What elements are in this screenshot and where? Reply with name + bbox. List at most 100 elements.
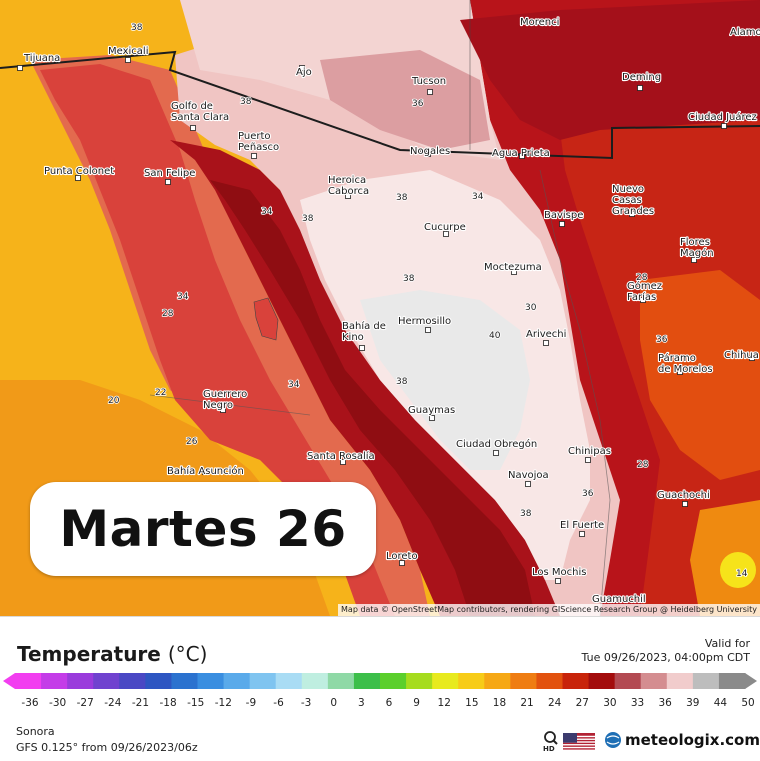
colorbar-cell xyxy=(615,673,642,689)
city-marker[interactable]: Chihua xyxy=(724,350,759,361)
legend-unit: (°C) xyxy=(168,642,208,666)
city-label: Loreto xyxy=(386,551,418,562)
meteologix-logo[interactable]: meteologix.com xyxy=(604,730,760,750)
city-dot xyxy=(494,451,499,456)
city-marker[interactable]: Agua Prieta xyxy=(492,148,550,159)
colorbar-tick-label: 50 xyxy=(741,697,754,709)
contour-value-label: 34 xyxy=(472,192,484,202)
contour-value-label: 38 xyxy=(520,509,532,519)
svg-text:HD: HD xyxy=(543,745,555,752)
city-marker[interactable]: Bahía Asunción xyxy=(167,465,244,477)
city-label: Guachochi xyxy=(657,490,710,501)
colorbar-tick-label: -15 xyxy=(187,697,204,709)
colorbar-cell xyxy=(67,673,94,689)
colorbar-cell xyxy=(536,673,563,689)
city-label: Tucson xyxy=(411,76,446,87)
city-dot xyxy=(18,66,23,71)
city-marker[interactable]: Moctezuma xyxy=(484,262,542,275)
city-label: Agua Prieta xyxy=(492,148,550,159)
colorbar-tick-label: -27 xyxy=(77,697,94,709)
colorbar-tick-label: -9 xyxy=(246,697,256,709)
colorbar-cell xyxy=(15,673,42,689)
colorbar-cell xyxy=(302,673,329,689)
city-dot xyxy=(428,90,433,95)
colorbar-cell xyxy=(719,673,746,689)
city-dot xyxy=(526,482,531,487)
valid-time: Tue 09/26/2023, 04:00pm CDT xyxy=(582,651,750,664)
colorbar-tick-label: -12 xyxy=(215,697,232,709)
city-dot xyxy=(166,180,171,185)
colorbar-cell xyxy=(276,673,303,689)
colorbar-tick-label: 15 xyxy=(465,697,478,709)
colorbar-cell xyxy=(693,673,720,689)
colorbar-tick-label: 39 xyxy=(686,697,699,709)
colorbar-tick-label: 36 xyxy=(658,697,671,709)
colorbar-tick-label: -36 xyxy=(21,697,38,709)
city-dot xyxy=(544,341,549,346)
search-hd-icon[interactable]: HD xyxy=(541,730,559,752)
globe-icon xyxy=(604,731,622,749)
contour-value-label: 36 xyxy=(582,489,594,499)
colorbar-cell xyxy=(641,673,668,689)
city-label: Hermosillo xyxy=(398,316,451,327)
colorbar-tick-label: 12 xyxy=(438,697,451,709)
contour-value-label: 28 xyxy=(162,309,174,319)
colorbar-tick-label: 9 xyxy=(413,697,420,709)
colorbar-tick-label: -30 xyxy=(49,697,66,709)
city-dot xyxy=(360,346,365,351)
colorbar-tick-label: 27 xyxy=(576,697,589,709)
contour-value-label: 20 xyxy=(108,396,120,406)
day-label: Martes 26 xyxy=(59,500,346,558)
contour-value-label: 26 xyxy=(186,437,198,447)
city-label: Bavispe xyxy=(544,210,583,221)
colorbar-cell xyxy=(484,673,511,689)
city-label: Ciudad Juárez xyxy=(688,111,757,123)
colorbar-cell xyxy=(41,673,68,689)
city-marker[interactable]: Morenci xyxy=(520,17,559,28)
colorbar-tick-label: 6 xyxy=(386,697,393,709)
city-label: Ciudad Obregón xyxy=(456,438,537,450)
colorbar-tick-label: 21 xyxy=(520,697,533,709)
city-label: Ajo xyxy=(296,67,312,78)
day-badge: Martes 26 xyxy=(30,482,376,576)
city-dot xyxy=(426,328,431,333)
colorbar-cell xyxy=(328,673,355,689)
city-marker[interactable]: Nogales xyxy=(410,146,450,157)
colorbar-cell xyxy=(224,673,251,689)
us-flag-icon[interactable] xyxy=(563,733,595,751)
contour-value-label: 38 xyxy=(240,97,252,107)
colorbar-tick-label: 3 xyxy=(358,697,365,709)
colorbar-cell xyxy=(589,673,616,689)
colorbar-tick-label: 33 xyxy=(631,697,644,709)
colorbar-tick-label: 30 xyxy=(603,697,616,709)
legend-title: Temperature (°C) xyxy=(17,642,207,666)
colorbar-tick-label: -24 xyxy=(104,697,121,709)
colorbar-tick-label: 18 xyxy=(493,697,506,709)
city-marker[interactable]: Alamo xyxy=(730,27,760,38)
city-dot xyxy=(560,222,565,227)
contour-value-label: 38 xyxy=(131,23,143,33)
contour-value-label: 36 xyxy=(656,335,668,345)
city-dot xyxy=(722,124,727,129)
contour-value-label: 30 xyxy=(525,303,537,313)
colorbar-tick-label: -3 xyxy=(301,697,311,709)
contour-value-label: 38 xyxy=(302,214,314,224)
contour-value-label: 40 xyxy=(489,331,501,341)
colorbar-cell xyxy=(406,673,433,689)
legend-title-text: Temperature xyxy=(17,642,161,666)
colorbar-cell xyxy=(145,673,172,689)
city-label: Mexicali xyxy=(108,46,148,57)
city-label: Chinipas xyxy=(568,446,611,457)
city-marker[interactable]: Ajo xyxy=(296,66,312,79)
contour-value-label: 38 xyxy=(396,377,408,387)
colorbar-cell xyxy=(458,673,485,689)
colorbar-tick-label: -6 xyxy=(273,697,283,709)
contour-value-label: 34 xyxy=(288,380,300,390)
colorbar-cell xyxy=(380,673,407,689)
colorbar-cell xyxy=(563,673,590,689)
city-dot xyxy=(191,126,196,131)
